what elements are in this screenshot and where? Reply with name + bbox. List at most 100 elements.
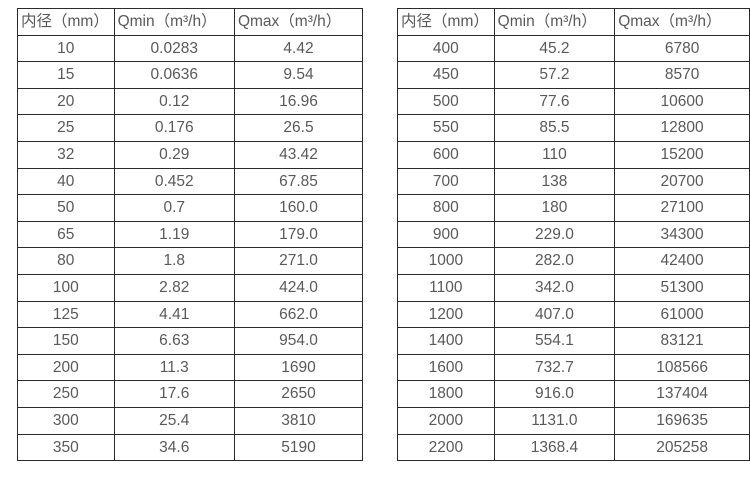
cell: 2000	[397, 406, 495, 435]
cell: 200	[17, 353, 115, 382]
cell: 4.42	[233, 34, 364, 63]
flow-spec-table-small-diameters: 内径（mm） Qmin（m³/h） Qmax（m³/h） 10 0.0283 4.42 1…	[17, 8, 364, 462]
table-row: 1000 282.0 42400	[397, 247, 750, 275]
cell: 700	[397, 167, 495, 196]
cell: 80	[17, 247, 115, 275]
cell: 15	[17, 61, 115, 89]
cell: 8570	[614, 61, 750, 89]
cell: 407.0	[493, 300, 616, 329]
cell: 9.54	[233, 61, 364, 89]
table-body: 10 0.0283 4.42 15 0.0636 9.54 20 0.12 16.96 25 0.1…	[17, 34, 364, 462]
cell: 15200	[614, 140, 750, 169]
cell: 1600	[397, 353, 495, 382]
cell: 550	[397, 114, 495, 142]
cell: 85.5	[493, 114, 616, 142]
cell: 138	[493, 167, 616, 196]
cell: 4.41	[113, 300, 235, 329]
cell: 179.0	[233, 220, 364, 249]
cell: 45.2	[493, 34, 616, 63]
table-row: 700 138 20700	[397, 167, 750, 196]
cell: 100	[17, 273, 115, 302]
cell: 25	[17, 114, 115, 142]
cell: 1.8	[113, 247, 235, 275]
cell: 50	[17, 194, 115, 222]
table-row: 600 110 15200	[397, 140, 750, 169]
table-row: 150 6.63 954.0	[17, 327, 364, 355]
cell: 11.3	[113, 353, 235, 382]
header-row: 内径（mm） Qmin（m³/h） Qmax（m³/h）	[397, 8, 750, 36]
cell: 160.0	[233, 194, 364, 222]
cell: 0.452	[113, 167, 235, 196]
cell: 300	[17, 406, 115, 435]
table-row: 300 25.4 3810	[17, 406, 364, 435]
cell: 271.0	[233, 247, 364, 275]
column-header: Qmax（m³/h）	[233, 8, 364, 36]
cell: 2200	[397, 433, 495, 462]
cell: 282.0	[493, 247, 616, 275]
cell: 424.0	[233, 273, 364, 302]
cell: 900	[397, 220, 495, 249]
cell: 2.82	[113, 273, 235, 302]
cell: 137404	[614, 380, 750, 408]
column-header: Qmin（m³/h）	[113, 8, 235, 36]
cell: 150	[17, 327, 115, 355]
cell: 450	[397, 61, 495, 89]
table-row: 1800 916.0 137404	[397, 380, 750, 408]
table-row: 125 4.41 662.0	[17, 300, 364, 329]
table-row: 50 0.7 160.0	[17, 194, 364, 222]
cell: 1368.4	[493, 433, 616, 462]
cell: 40	[17, 167, 115, 196]
table-row: 2200 1368.4 205258	[397, 433, 750, 462]
cell: 732.7	[493, 353, 616, 382]
cell: 0.0283	[113, 34, 235, 63]
table-row: 100 2.82 424.0	[17, 273, 364, 302]
cell: 10600	[614, 87, 750, 116]
cell: 26.5	[233, 114, 364, 142]
table-row: 450 57.2 8570	[397, 61, 750, 89]
table-body: 400 45.2 6780 450 57.2 8570 500 77.6 10600 550 85.…	[397, 34, 750, 462]
table-row: 40 0.452 67.85	[17, 167, 364, 196]
cell: 42400	[614, 247, 750, 275]
cell: 6780	[614, 34, 750, 63]
cell: 205258	[614, 433, 750, 462]
header-row: 内径（mm） Qmin（m³/h） Qmax（m³/h）	[17, 8, 364, 36]
cell: 43.42	[233, 140, 364, 169]
cell: 3810	[233, 406, 364, 435]
table-row: 900 229.0 34300	[397, 220, 750, 249]
cell: 350	[17, 433, 115, 462]
cell: 180	[493, 194, 616, 222]
cell: 20	[17, 87, 115, 116]
column-header: 内径（mm）	[17, 8, 115, 36]
cell: 6.63	[113, 327, 235, 355]
cell: 0.0636	[113, 61, 235, 89]
cell: 32	[17, 140, 115, 169]
table-row: 32 0.29 43.42	[17, 140, 364, 169]
table-row: 1600 732.7 108566	[397, 353, 750, 382]
table-row: 1200 407.0 61000	[397, 300, 750, 329]
cell: 1000	[397, 247, 495, 275]
cell: 0.12	[113, 87, 235, 116]
table-row: 500 77.6 10600	[397, 87, 750, 116]
cell: 229.0	[493, 220, 616, 249]
cell: 34.6	[113, 433, 235, 462]
table-row: 800 180 27100	[397, 194, 750, 222]
cell: 34300	[614, 220, 750, 249]
table-row: 65 1.19 179.0	[17, 220, 364, 249]
table-header: 内径（mm） Qmin（m³/h） Qmax（m³/h）	[397, 8, 750, 36]
cell: 125	[17, 300, 115, 329]
table-row: 400 45.2 6780	[397, 34, 750, 63]
cell: 2650	[233, 380, 364, 408]
cell: 10	[17, 34, 115, 63]
cell: 1100	[397, 273, 495, 302]
cell: 1400	[397, 327, 495, 355]
cell: 110	[493, 140, 616, 169]
column-header: 内径（mm）	[397, 8, 495, 36]
cell: 65	[17, 220, 115, 249]
cell: 12800	[614, 114, 750, 142]
table-row: 250 17.6 2650	[17, 380, 364, 408]
table-row: 20 0.12 16.96	[17, 87, 364, 116]
cell: 108566	[614, 353, 750, 382]
table-row: 1400 554.1 83121	[397, 327, 750, 355]
cell: 51300	[614, 273, 750, 302]
